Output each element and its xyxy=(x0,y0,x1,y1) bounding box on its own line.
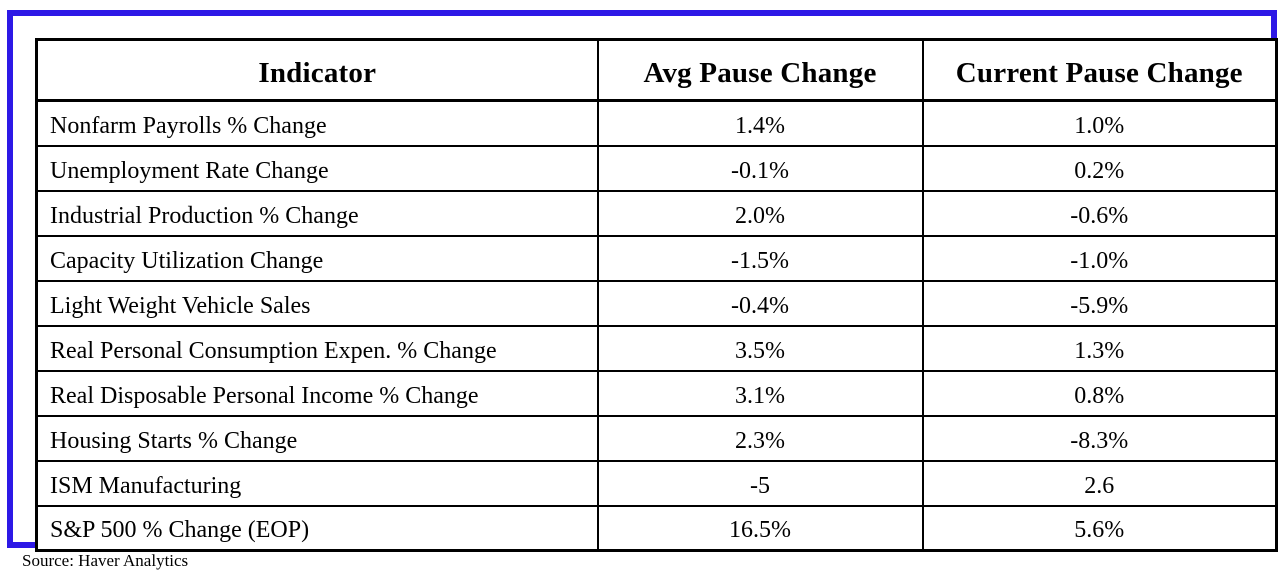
current-pause-cell: -5.9% xyxy=(921,279,1278,327)
avg-pause-cell: 16.5% xyxy=(596,504,924,552)
avg-pause-cell: -0.4% xyxy=(596,279,924,327)
indicator-cell: Housing Starts % Change xyxy=(35,414,599,462)
header-row: Indicator Avg Pause Change Current Pause… xyxy=(35,38,1278,102)
current-pause-cell: -0.6% xyxy=(921,189,1278,237)
table-row: Light Weight Vehicle Sales -0.4% -5.9% xyxy=(35,279,1278,327)
avg-pause-cell: 3.5% xyxy=(596,324,924,372)
indicator-cell: Nonfarm Payrolls % Change xyxy=(35,99,599,147)
table-row: ISM Manufacturing -5 2.6 xyxy=(35,459,1278,507)
table-row: Industrial Production % Change 2.0% -0.6… xyxy=(35,189,1278,237)
indicator-cell: ISM Manufacturing xyxy=(35,459,599,507)
table-row: Real Personal Consumption Expen. % Chang… xyxy=(35,324,1278,372)
source-attribution: Source: Haver Analytics xyxy=(22,551,189,570)
indicator-cell: Capacity Utilization Change xyxy=(35,234,599,282)
current-pause-cell: 0.8% xyxy=(921,369,1278,417)
current-pause-cell: 5.6% xyxy=(921,504,1278,552)
avg-pause-cell: 2.0% xyxy=(596,189,924,237)
current-pause-cell: 0.2% xyxy=(921,144,1278,192)
avg-pause-cell: -0.1% xyxy=(596,144,924,192)
current-pause-cell: 2.6 xyxy=(921,459,1278,507)
indicator-table: Indicator Avg Pause Change Current Pause… xyxy=(35,38,1278,552)
column-header-indicator: Indicator xyxy=(35,38,599,102)
indicator-cell: Unemployment Rate Change xyxy=(35,144,599,192)
column-header-avg-pause-change: Avg Pause Change xyxy=(596,38,924,102)
column-header-current-pause-change: Current Pause Change xyxy=(921,38,1278,102)
blue-outer-frame: Indicator Avg Pause Change Current Pause… xyxy=(7,10,1278,552)
avg-pause-cell: -5 xyxy=(596,459,924,507)
indicator-cell: Industrial Production % Change xyxy=(35,189,599,237)
avg-pause-cell: -1.5% xyxy=(596,234,924,282)
avg-pause-cell: 3.1% xyxy=(596,369,924,417)
indicator-cell: S&P 500 % Change (EOP) xyxy=(35,504,599,552)
indicator-cell: Light Weight Vehicle Sales xyxy=(35,279,599,327)
table-row: Nonfarm Payrolls % Change 1.4% 1.0% xyxy=(35,99,1278,147)
avg-pause-cell: 2.3% xyxy=(596,414,924,462)
current-pause-cell: 1.0% xyxy=(921,99,1278,147)
table-row: Housing Starts % Change 2.3% -8.3% xyxy=(35,414,1278,462)
indicator-cell: Real Personal Consumption Expen. % Chang… xyxy=(35,324,599,372)
current-pause-cell: -1.0% xyxy=(921,234,1278,282)
current-pause-cell: -8.3% xyxy=(921,414,1278,462)
current-pause-cell: 1.3% xyxy=(921,324,1278,372)
table-row: S&P 500 % Change (EOP) 16.5% 5.6% xyxy=(35,504,1278,552)
avg-pause-cell: 1.4% xyxy=(596,99,924,147)
table-row: Unemployment Rate Change -0.1% 0.2% xyxy=(35,144,1278,192)
table-row: Capacity Utilization Change -1.5% -1.0% xyxy=(35,234,1278,282)
indicator-cell: Real Disposable Personal Income % Change xyxy=(35,369,599,417)
table-row: Real Disposable Personal Income % Change… xyxy=(35,369,1278,417)
